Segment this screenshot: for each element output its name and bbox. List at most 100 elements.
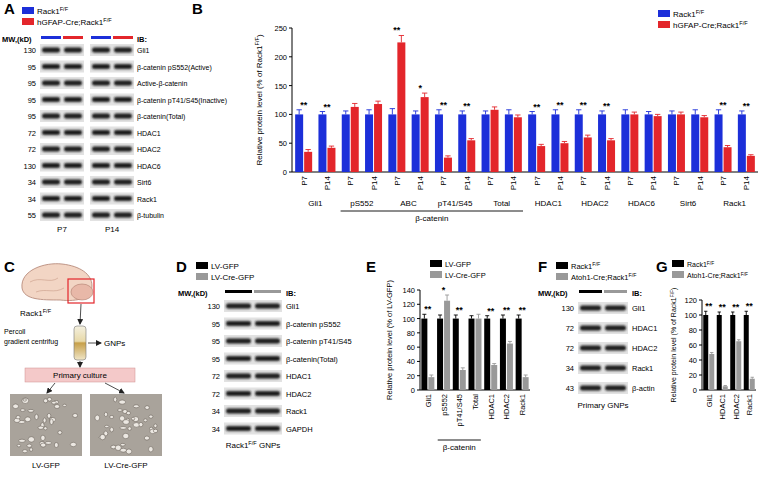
panel-label: B — [192, 0, 203, 17]
cell — [27, 444, 32, 447]
y-tick-label: 0 — [693, 386, 697, 395]
blot-strip — [90, 61, 134, 73]
x-tick-label: P14 — [556, 175, 565, 190]
legend-label: Atoh1-Cre;Rack1F/F — [571, 272, 636, 282]
row-label: Rack1 — [286, 407, 307, 416]
significance: ** — [503, 305, 511, 315]
band — [114, 64, 132, 69]
significance: * — [418, 83, 422, 93]
blot-strip — [40, 44, 84, 56]
error-bar — [438, 315, 442, 319]
bar-chart: 020406080100120Relative protein level (%… — [670, 260, 757, 419]
cell — [45, 442, 51, 445]
bar — [327, 148, 335, 172]
x-tick-label: P14 — [509, 175, 518, 190]
plot-area — [703, 311, 755, 390]
x-tick-label: Rack1 — [745, 394, 754, 415]
mw-value: 72 — [566, 344, 574, 353]
bar — [342, 114, 350, 172]
band — [42, 48, 60, 53]
bar — [351, 107, 359, 172]
bar — [444, 301, 450, 390]
group-label: Total — [493, 199, 510, 208]
band — [255, 304, 280, 309]
significance: ** — [556, 100, 564, 110]
band — [226, 374, 251, 379]
band — [580, 346, 601, 351]
image-label: LV-Cre-GFP — [104, 461, 147, 470]
bracket — [438, 440, 481, 441]
x-tick-label: pS552 — [440, 394, 449, 416]
x-tick-label: P7 — [300, 175, 309, 185]
cell — [115, 445, 121, 450]
mw-value: 72 — [212, 372, 220, 381]
bar — [412, 114, 420, 172]
bar — [365, 114, 373, 172]
band — [42, 147, 60, 152]
y-tick-label: 100 — [684, 311, 697, 320]
bar — [607, 140, 615, 172]
row-label: Gli1 — [137, 47, 150, 54]
bar — [435, 114, 443, 172]
lane-marker — [604, 290, 627, 293]
cell — [105, 425, 109, 427]
y-tick — [699, 330, 702, 331]
cell — [126, 449, 132, 454]
x-tick-label: P7 — [533, 175, 542, 185]
bar — [421, 97, 429, 172]
bar — [505, 114, 513, 172]
significance: ** — [719, 302, 727, 312]
blot-strip — [224, 388, 282, 400]
error-bar — [461, 368, 465, 370]
mw-value: 34 — [566, 364, 574, 373]
cell — [58, 431, 62, 435]
blot-strip — [40, 209, 84, 221]
legend-label: Rack1F/F — [37, 6, 69, 16]
bracket-label: β-catenin — [415, 214, 448, 223]
bracket-label: β-catenin — [443, 443, 476, 452]
bar — [318, 114, 326, 172]
band — [92, 97, 110, 102]
image-bg — [90, 394, 162, 456]
bar — [467, 140, 475, 172]
error-bar — [422, 93, 427, 97]
y-tick — [417, 347, 420, 348]
x-tick-label: P14 — [649, 175, 658, 190]
bar — [645, 114, 653, 172]
bar — [421, 319, 427, 390]
x-tick-label: Gli1 — [705, 394, 714, 407]
x-tick-label: P7 — [579, 175, 588, 185]
bar — [738, 114, 746, 172]
cell — [30, 448, 33, 452]
row-label: β-catenin pT41/S45(Inactive) — [137, 97, 227, 105]
arrow — [105, 383, 124, 393]
row-label: β-catenin(Total) — [286, 355, 338, 364]
legend-swatch — [658, 10, 670, 17]
bar — [715, 114, 723, 172]
y-tick — [417, 290, 420, 291]
mw-value: 43 — [566, 384, 574, 393]
significance: ** — [743, 101, 751, 111]
y-tick-label: 0 — [411, 386, 415, 395]
error-bar — [599, 111, 604, 114]
region-box — [68, 279, 94, 303]
error-bar — [748, 155, 753, 156]
significance: ** — [456, 305, 464, 315]
significance: ** — [323, 102, 331, 112]
cell — [41, 443, 46, 447]
blot-strip — [578, 382, 628, 394]
blot-strip — [40, 193, 84, 205]
band — [114, 147, 132, 152]
bar — [730, 315, 735, 390]
bar — [691, 114, 699, 172]
band — [64, 196, 82, 201]
mw-value: 95 — [28, 63, 36, 72]
x-tick-label: P7 — [626, 175, 635, 185]
band — [42, 130, 60, 135]
significance: ** — [746, 301, 754, 311]
lane-marker — [254, 290, 281, 293]
band — [226, 356, 251, 361]
blot-footer: Primary GNPs — [577, 401, 628, 410]
y-tick — [699, 375, 702, 376]
row-label: Gli1 — [286, 302, 299, 311]
